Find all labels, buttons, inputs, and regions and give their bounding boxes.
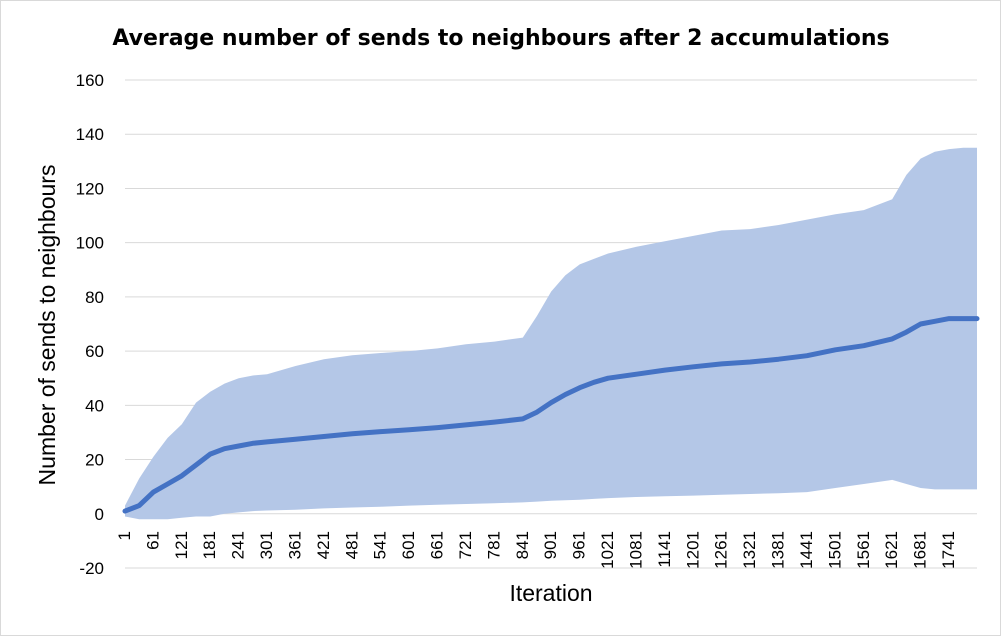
y-tick-label: 160: [76, 71, 104, 90]
x-tick-label: 1501: [825, 531, 844, 569]
x-tick-label: 1261: [712, 531, 731, 569]
x-tick-label: 181: [200, 531, 219, 559]
x-tick-label: 121: [172, 531, 191, 559]
range-band-area: [125, 147, 977, 520]
x-axis-title: Iteration: [509, 580, 592, 606]
x-tick-label: 481: [342, 531, 361, 559]
y-tick-label: 20: [85, 451, 104, 470]
x-tick-label: 241: [229, 531, 248, 559]
x-tick-label: 901: [541, 531, 560, 559]
x-tick-label: 1081: [626, 531, 645, 569]
y-tick-label: -20: [79, 559, 104, 578]
y-tick-label: 40: [85, 396, 104, 415]
chart-title: Average number of sends to neighbours af…: [112, 26, 889, 51]
y-tick-label: 60: [85, 342, 104, 361]
x-tick-label: 1621: [882, 531, 901, 569]
x-axis-ticks: 1 61 121 181 241 301 361 421 481 541 601 661 721 781 8…: [115, 531, 958, 569]
y-tick-label: 120: [76, 179, 104, 198]
x-tick-label: 1321: [740, 531, 759, 569]
x-tick-label: 601: [399, 531, 418, 559]
y-tick-label: 0: [95, 505, 104, 524]
x-tick-label: 541: [371, 531, 390, 559]
y-axis-ticks: -20 0 20 40 60 80 100 120 140 160: [76, 71, 104, 578]
x-tick-label: 1741: [939, 531, 958, 569]
x-tick-label: 301: [257, 531, 276, 559]
mean-series-line: [122, 316, 980, 514]
x-tick-label: 1681: [911, 531, 930, 569]
range-band: [125, 147, 977, 520]
x-tick-label: 661: [428, 531, 447, 559]
x-tick-label: 961: [570, 531, 589, 559]
x-tick-label: 721: [456, 531, 475, 559]
x-tick-label: 1561: [854, 531, 873, 569]
y-tick-label: 100: [76, 234, 104, 253]
y-axis-title: Number of sends to neighbours: [34, 165, 60, 486]
x-tick-label: 781: [484, 531, 503, 559]
x-tick-label: 1381: [769, 531, 788, 569]
x-tick-label: 1201: [683, 531, 702, 569]
x-tick-label: 841: [513, 531, 532, 559]
y-tick-label: 140: [76, 125, 104, 144]
x-tick-label: 1441: [797, 531, 816, 569]
x-tick-label: 421: [314, 531, 333, 559]
x-tick-label: 1021: [598, 531, 617, 569]
mean-line: [122, 316, 980, 514]
x-tick-label: 361: [285, 531, 304, 559]
x-tick-label: 1141: [655, 531, 674, 568]
y-tick-label: 80: [85, 288, 104, 307]
x-tick-label: 1: [115, 531, 134, 540]
x-tick-label: 61: [143, 531, 162, 550]
